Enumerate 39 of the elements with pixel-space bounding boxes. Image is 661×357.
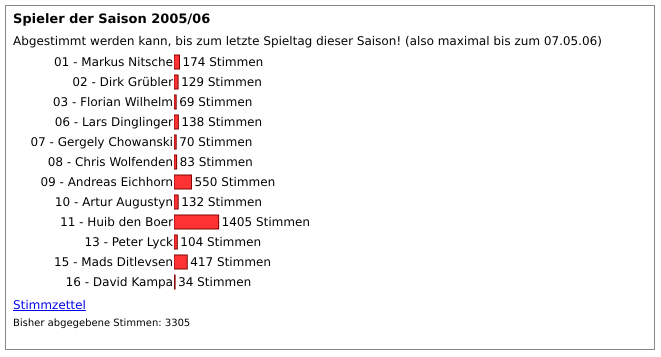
- y-tick-label: 03 - Florian Wilhelm: [52, 95, 173, 110]
- data-label: 69 Stimmen: [179, 95, 252, 109]
- bar: [174, 94, 177, 110]
- bar: [174, 234, 178, 250]
- data-label: 174 Stimmen: [182, 55, 264, 69]
- text: Abgestimmt werden kann, bis zum letzte Spieltag dieser Saison! (also maximal bis zum 07.05.06): [13, 34, 602, 48]
- bar: [174, 174, 192, 190]
- data-label: 550 Stimmen: [194, 175, 276, 189]
- y-tick-label: 06 - Lars Dinglinger: [54, 115, 174, 130]
- data-label: 70 Stimmen: [179, 135, 252, 149]
- text: Stimmzettel: [13, 298, 86, 312]
- y-tick-label: 10 - Artur Augustyn: [54, 195, 173, 210]
- bar: [174, 214, 220, 230]
- bar: [174, 54, 180, 70]
- y-tick-label: 16 - David Kampa: [66, 275, 173, 290]
- y-tick-label: 11 - Huib den Boer: [60, 215, 174, 230]
- y-tick-label: 07 - Gergely Chowanski: [30, 135, 173, 150]
- bar: [174, 74, 179, 90]
- data-label: 1405 Stimmen: [222, 215, 310, 229]
- data-label: 129 Stimmen: [181, 75, 262, 89]
- y-tick-label: 08 - Chris Wolfenden: [48, 155, 173, 170]
- data-label: 83 Stimmen: [180, 155, 253, 169]
- data-label: 104 Stimmen: [180, 235, 262, 249]
- text: Bisher abgegebene Stimmen: 3305: [13, 318, 190, 329]
- y-tick-label: 02 - Dirk Grübler: [72, 75, 174, 90]
- bar: [174, 114, 179, 130]
- bar: [174, 154, 178, 170]
- data-label: 132 Stimmen: [181, 195, 262, 209]
- bar: [174, 134, 177, 150]
- bar: [174, 194, 179, 210]
- y-tick-label: 09 - Andreas Eichhorn: [40, 175, 173, 190]
- y-tick-label: 15 - Mads Ditlevsen: [54, 255, 173, 270]
- bar: [174, 254, 188, 270]
- chart-title: Spieler der Saison 2005/06: [13, 12, 210, 27]
- y-tick-label: 01 - Markus Nitsche: [54, 55, 173, 70]
- data-label: 417 Stimmen: [190, 255, 271, 269]
- y-tick-label: 13 - Peter Lyck: [84, 235, 174, 250]
- data-label: 34 Stimmen: [178, 275, 252, 289]
- data-label: 138 Stimmen: [181, 115, 262, 129]
